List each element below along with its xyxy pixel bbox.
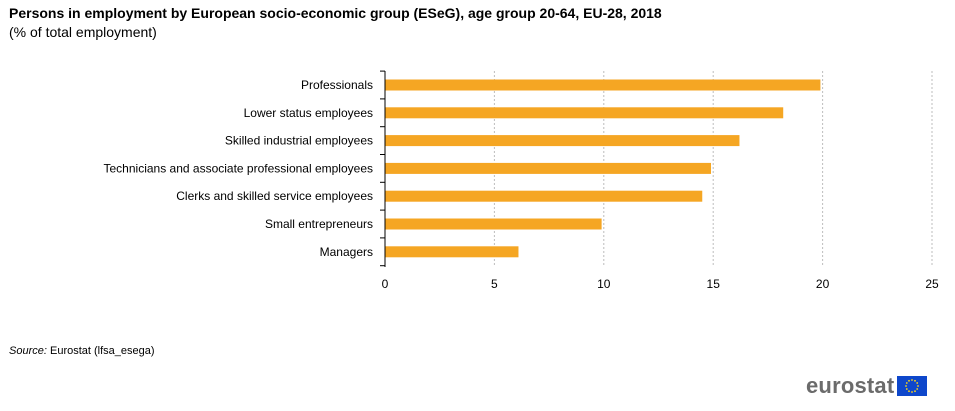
flag-star	[914, 379, 917, 382]
category-label: Professionals	[301, 78, 373, 92]
bar	[385, 190, 703, 202]
bar-chart: Professionals Lower status employees Skill…	[104, 70, 939, 291]
flag-field	[897, 376, 928, 396]
chart-title: Persons in employment by European socio-…	[9, 5, 662, 21]
source-prefix: Source:	[9, 345, 47, 357]
source-note: Source: Eurostat (lfsa_esega)	[9, 345, 155, 357]
category-label: Lower status employees	[244, 106, 373, 120]
x-tick-label: 20	[816, 277, 830, 291]
flag-star	[908, 379, 911, 382]
bar	[385, 79, 821, 91]
category-label: Skilled industrial employees	[225, 134, 373, 148]
x-tick-label: 25	[925, 277, 939, 291]
chart-subtitle: (% of total employment)	[9, 24, 157, 40]
bar	[385, 246, 519, 258]
eu-flag-icon	[897, 376, 928, 396]
bar	[385, 218, 602, 230]
flag-star	[916, 388, 919, 390]
x-tick-label: 10	[597, 277, 611, 291]
flag-star	[906, 388, 909, 390]
category-label: Technicians and associate professional e…	[104, 161, 374, 175]
flag-star	[911, 379, 914, 381]
flag-star	[905, 385, 908, 387]
category-label: Managers	[320, 245, 373, 259]
flag-star	[908, 390, 911, 393]
bar	[385, 135, 740, 147]
logo-text: eurostat	[806, 373, 895, 398]
source-text: Eurostat (lfsa_esega)	[49, 345, 155, 357]
category-label: Clerks and skilled service employees	[176, 189, 373, 203]
eurostat-logo: eurostat	[806, 373, 928, 399]
bar	[385, 162, 712, 174]
flag-star	[911, 391, 914, 393]
bar	[385, 107, 784, 119]
category-label: Small entrepreneurs	[265, 217, 373, 231]
flag-star	[916, 382, 919, 384]
x-tick-label: 0	[382, 277, 389, 291]
x-tick-label: 5	[491, 277, 498, 291]
flag-star	[914, 390, 917, 393]
x-tick-label: 15	[707, 277, 721, 291]
flag-star	[906, 382, 909, 384]
flag-star	[917, 385, 920, 387]
